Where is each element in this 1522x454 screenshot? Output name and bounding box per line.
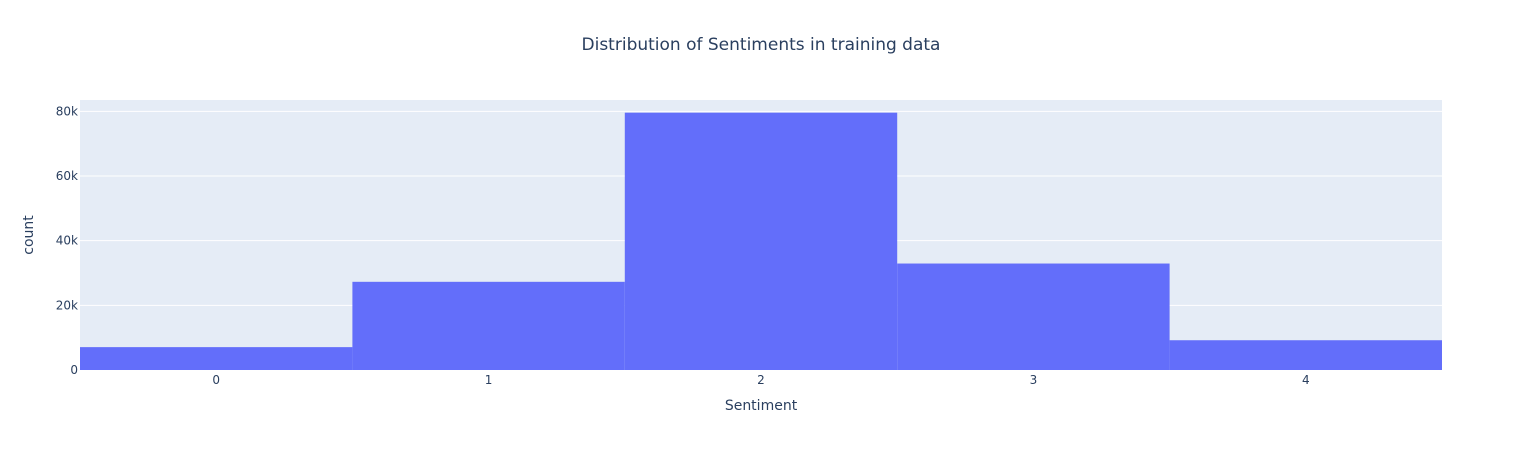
y-tick-label: 40k	[56, 234, 78, 248]
x-tick-label: 3	[1030, 373, 1038, 387]
y-axis-ticks: 0 20k 40k 60k 80k	[56, 104, 78, 377]
y-axis-title: count	[21, 215, 37, 255]
bar-sentiment-4	[1169, 340, 1442, 370]
y-tick-label: 80k	[56, 104, 78, 118]
y-tick-label: 60k	[56, 169, 78, 183]
y-tick-label: 20k	[56, 298, 78, 312]
x-tick-label: 0	[212, 373, 220, 387]
bar-sentiment-3	[897, 263, 1170, 370]
x-axis-title: Sentiment	[725, 398, 798, 414]
bar-sentiment-1	[352, 281, 625, 370]
x-tick-label: 1	[485, 373, 493, 387]
x-axis-ticks: 0 1 2 3 4	[212, 373, 1309, 387]
bars	[80, 112, 1442, 371]
y-tick-label: 0	[70, 363, 78, 377]
bar-sentiment-2	[624, 112, 898, 371]
x-tick-label: 2	[757, 373, 765, 387]
chart-title: Distribution of Sentiments in training d…	[582, 35, 941, 55]
x-tick-label: 4	[1302, 373, 1310, 387]
bar-sentiment-0	[80, 347, 353, 370]
